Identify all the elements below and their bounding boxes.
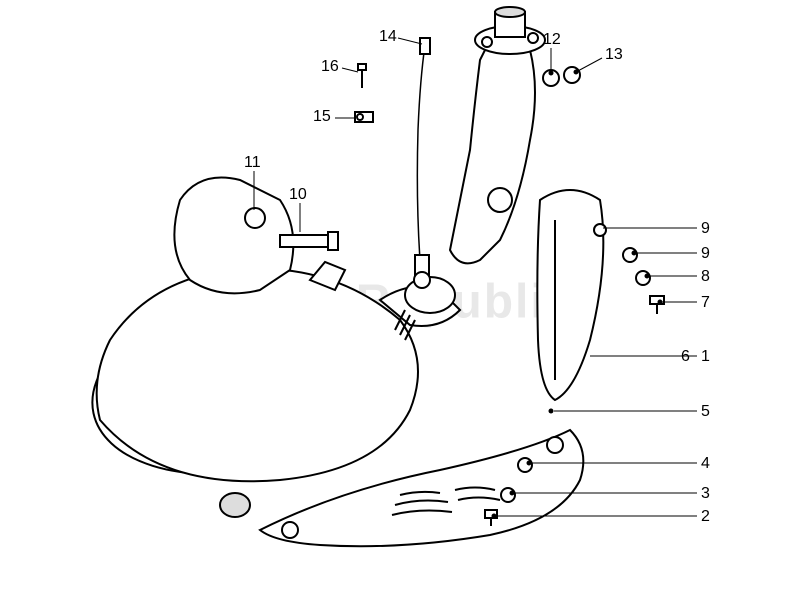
callout-9a: 9 [701,245,710,263]
callout-7: 7 [701,294,710,312]
callout-14: 14 [379,28,397,46]
diagram-container: PartsRepublik [0,0,800,603]
callout-8: 8 [701,268,710,286]
callout-3: 3 [701,485,710,503]
callout-4: 4 [701,455,710,473]
exhaust-diagram-svg [0,0,800,603]
callout-16: 16 [321,58,339,76]
callout-12: 12 [543,31,561,49]
callout-5: 5 [701,403,710,421]
callout-1: 1 [701,348,710,366]
callout-10: 10 [289,186,307,204]
callout-9b: 9 [701,220,710,238]
callout-11: 11 [244,154,261,172]
callout-15: 15 [313,108,331,126]
callout-2: 2 [701,508,710,526]
callout-13: 13 [605,46,623,64]
callout-6: 6 [681,348,690,366]
